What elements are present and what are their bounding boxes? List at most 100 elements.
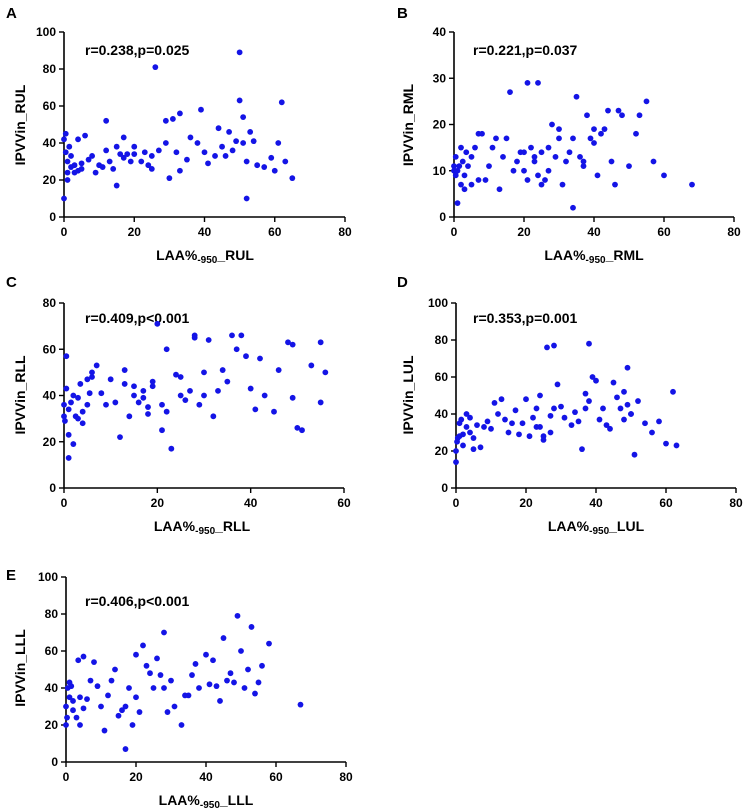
panel-b-data-point [458, 144, 464, 151]
panel-e-data-point [84, 696, 90, 702]
panel-a-x-tick-label: 80 [338, 225, 352, 239]
panel-d-data-point [656, 418, 662, 425]
panel-a-data-point [106, 158, 113, 165]
panel-b-data-point [689, 181, 695, 188]
panel-d-data-point [572, 409, 578, 416]
panel-c-data-point [140, 387, 147, 394]
panel-e-data-point [122, 703, 129, 710]
panel-a-data-point [148, 166, 155, 172]
panel-e-data-point [80, 653, 87, 660]
panel-c-data-point [131, 392, 137, 399]
panel-d-data-point [624, 401, 631, 408]
panel-b-y-axis-title: IPVVin_RML [400, 83, 416, 166]
panel-d-data-point [470, 446, 477, 453]
panel-d-data-point [526, 433, 533, 440]
panel-c-data-point [191, 332, 198, 339]
panel-d-data-point [579, 446, 585, 453]
panel-e-data-point [213, 683, 220, 690]
panel-a-x-tick-label: 40 [198, 225, 212, 239]
panel-e-data-point [154, 655, 160, 662]
panel-c-data-point [84, 376, 91, 383]
panel-c-data-point [173, 371, 179, 378]
panel-a-data-point [64, 158, 71, 165]
panel-e-y-tick-label: 60 [45, 644, 59, 658]
panel-c-data-point [308, 362, 315, 369]
panel-a-data-point [61, 195, 67, 202]
panel-d-y-tick-label: 40 [435, 407, 449, 421]
panel-c-data-point [79, 408, 86, 415]
panel-c-data-point [117, 434, 123, 441]
panel-e-data-point [297, 701, 304, 708]
panel-e-data-point [64, 714, 70, 721]
panel-b-data-point [451, 163, 457, 170]
panel-a-y-tick-label: 80 [43, 62, 57, 76]
panel-c-data-point [294, 424, 301, 431]
panel-a-y-tick-label: 100 [36, 25, 56, 39]
panel-d-data-point [544, 344, 550, 351]
panel-a-data-point [243, 158, 250, 165]
panel-b-data-point [584, 112, 590, 119]
panel-c-data-point [299, 427, 305, 434]
panel-d-data-point [561, 414, 568, 421]
panel-e-data-point [248, 624, 255, 630]
panel-c-data-point [107, 376, 114, 383]
panel-a-data-point [92, 169, 99, 176]
panel-e-y-tick-label: 40 [45, 681, 59, 695]
panel-d-data-point [628, 411, 634, 417]
panel-c-data-point [121, 367, 128, 373]
panel-d-data-point [460, 442, 466, 449]
panel-d-data-point [593, 377, 599, 384]
panel-c-data-point [154, 320, 161, 327]
panel-e-data-point [255, 679, 262, 686]
panel-c-data-point [275, 367, 282, 373]
panel-a-data-point [162, 140, 169, 146]
panel-c-data-point [322, 369, 329, 376]
panel-d-data-point [582, 390, 589, 397]
panel-b-data-point [479, 130, 485, 137]
panel-c-data-point [68, 399, 74, 406]
panel-c-data-point [145, 411, 151, 417]
panel-c-data-point [135, 399, 142, 406]
panel-d-data-point [509, 420, 515, 427]
panel-a-data-point [120, 154, 127, 161]
panel-d-data-point [491, 400, 498, 406]
panel-c-data-point [219, 367, 226, 373]
panel-a-data-point [138, 158, 145, 165]
panel-c-x-tick-label: 60 [337, 496, 351, 510]
panel-e-data-point [63, 703, 69, 710]
panel-b-data-point [503, 135, 510, 142]
panel-b-y-tick-label: 40 [433, 25, 447, 39]
panel-a-data-point [240, 140, 247, 146]
panel-b-data-point [528, 144, 534, 151]
panel-c-data-point [61, 413, 67, 420]
panel-b-data-point [486, 163, 492, 170]
panel-e-y-axis-title: IPVVin_LLL [12, 629, 28, 707]
panel-a-data-point [110, 166, 117, 172]
panel-d-y-tick-label: 60 [435, 370, 449, 384]
panel-a-data-point [155, 147, 162, 154]
panel-d-data-point [582, 405, 589, 412]
panel-d-data-point [621, 416, 627, 423]
panel-d-data-point [673, 442, 680, 449]
panel-e-data-point [252, 690, 258, 697]
panel-b-data-point [524, 177, 531, 183]
panel-b-data-point [566, 149, 573, 156]
panel-a-y-tick-label: 40 [43, 136, 57, 150]
panel-d-x-tick-label: 80 [729, 496, 743, 510]
panel-c-data-point [289, 394, 296, 401]
panel-e-data-point [119, 707, 125, 714]
panel-e-data-point [238, 648, 244, 654]
panel-d-data-point [607, 425, 613, 432]
panel-a-data-point [120, 134, 127, 141]
panel-b-data-point [542, 177, 548, 183]
panel-b-data-point [605, 107, 611, 114]
panel-d-data-point [467, 414, 473, 421]
panel-c-data-point [205, 337, 212, 343]
panel-a-data-point [113, 182, 120, 189]
panel-e-data-point [105, 692, 111, 699]
panel-b-data-point [552, 153, 559, 160]
panel-b-data-point [633, 130, 639, 137]
panel-a-data-point [89, 153, 95, 159]
panel-d-data-point [551, 405, 557, 412]
panel-e-data-point [101, 727, 108, 734]
